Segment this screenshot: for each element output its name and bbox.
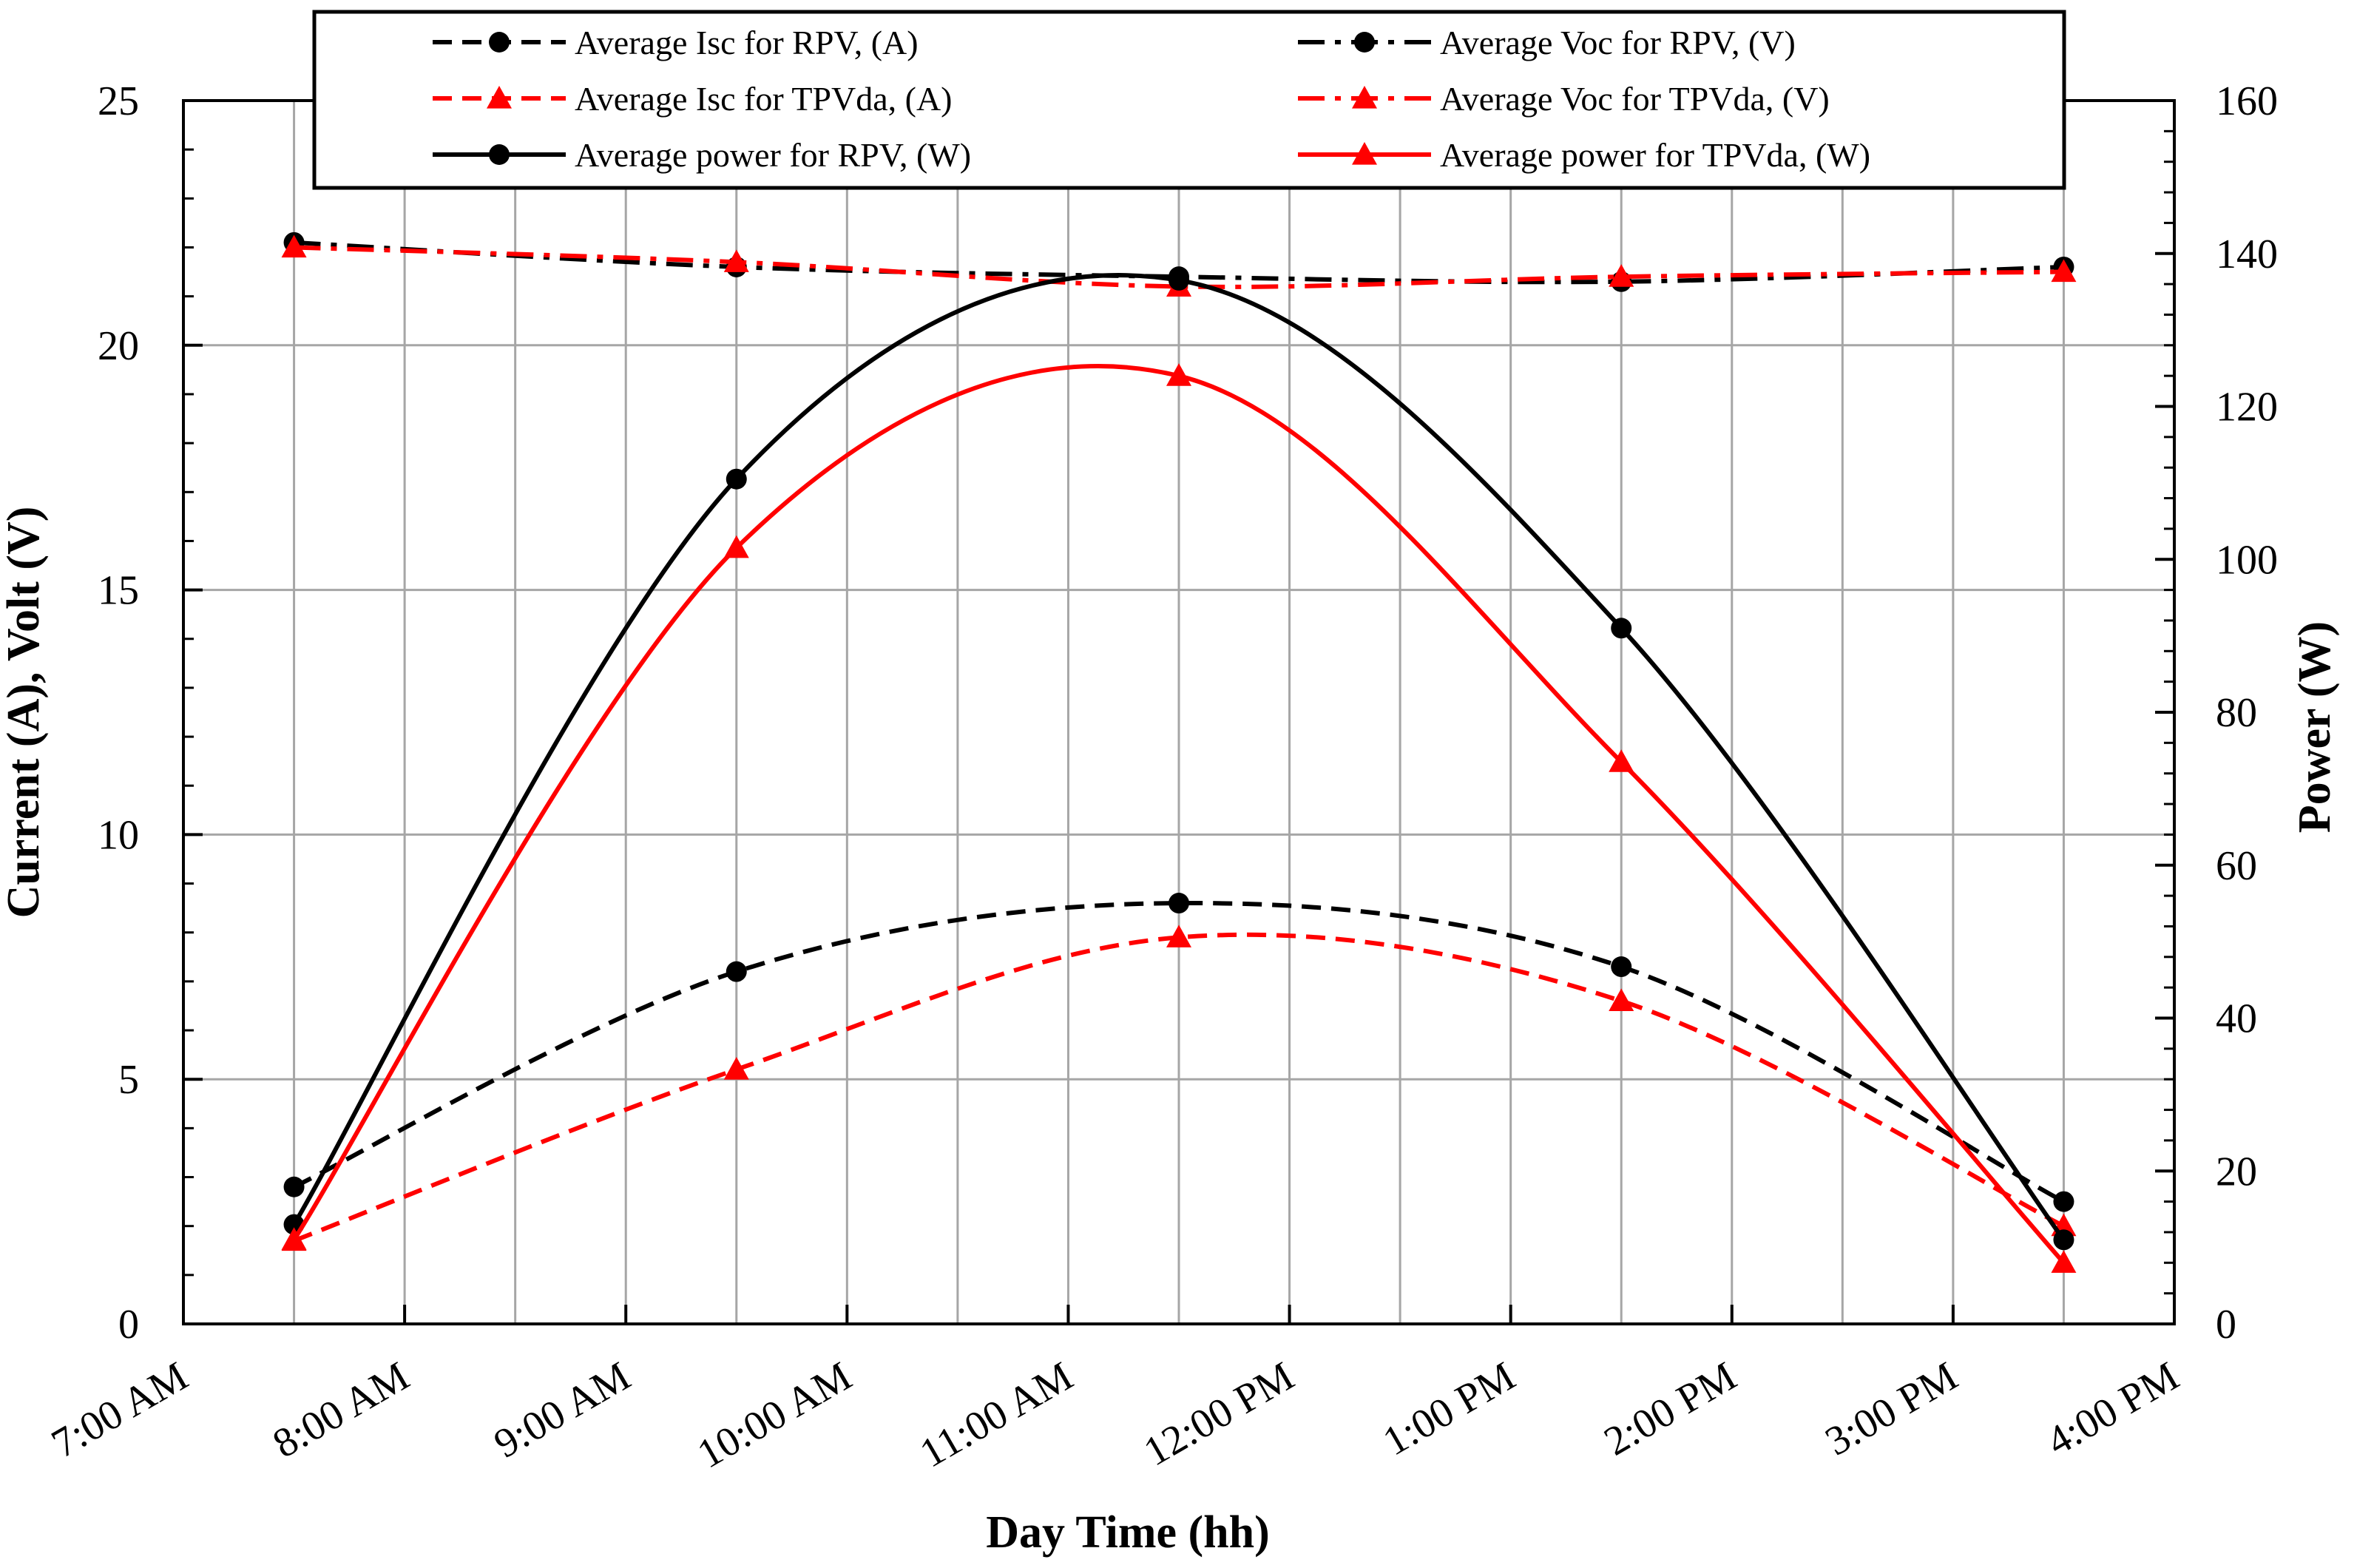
- y-tick-label: 10: [98, 812, 139, 858]
- grid: [183, 101, 2174, 1324]
- y-tick-label: 0: [118, 1302, 139, 1348]
- data-point: [2051, 1250, 2077, 1273]
- x-tick-label: 11:00 AM: [913, 1354, 1081, 1477]
- x-tick-label: 10:00 AM: [690, 1354, 859, 1478]
- legend-swatch-marker: [487, 86, 512, 109]
- y-tick-label: 25: [98, 78, 139, 124]
- y2-tick-label: 0: [2216, 1302, 2236, 1348]
- y-axis-title: Current (A), Volt (V): [0, 507, 49, 919]
- data-point: [1609, 264, 1634, 287]
- x-axis-title: Day Time (hh): [986, 1507, 1270, 1558]
- x-tick-label: 4:00 PM: [2039, 1354, 2186, 1465]
- data-point: [281, 234, 307, 258]
- y2-tick-label: 120: [2216, 385, 2278, 430]
- data-point: [1166, 925, 1191, 947]
- legend-label: Average Isc for TPVda, (A): [575, 80, 953, 118]
- y2-tick-label: 80: [2216, 690, 2257, 736]
- data-point: [723, 249, 749, 272]
- legend: Average Isc for RPV, (A) Average Voc for …: [312, 10, 2066, 190]
- data-point: [726, 468, 747, 490]
- data-point: [283, 1176, 305, 1197]
- data-point: [1609, 749, 1634, 772]
- series-line: [293, 900, 2065, 1204]
- x-tick-label: 12:00 PM: [1136, 1354, 1302, 1476]
- legend-box: [312, 10, 2066, 190]
- x-tick-label: 3:00 PM: [1818, 1354, 1965, 1465]
- series-line: [294, 240, 2064, 285]
- y-tick-label: 20: [98, 323, 139, 369]
- legend-swatch-marker: [1352, 86, 1377, 109]
- data-point: [2051, 259, 2077, 283]
- y2-tick-label: 140: [2216, 232, 2278, 277]
- legend-swatch-marker: [489, 144, 510, 165]
- data-point: [723, 1056, 749, 1080]
- y-tick-label: 5: [118, 1057, 139, 1103]
- y-tick-label: 15: [98, 568, 139, 614]
- legend-label: Average Voc for TPVda, (V): [1440, 80, 1830, 118]
- series-6: [281, 363, 2077, 1273]
- data-point: [1169, 269, 1189, 291]
- series-4: [281, 234, 2077, 297]
- data-point: [1166, 363, 1191, 386]
- legend-label: Average power for TPVda, (W): [1440, 136, 1870, 174]
- legend-label: Average Voc for RPV, (V): [1440, 24, 1796, 61]
- x-tick-label: 1:00 PM: [1376, 1354, 1523, 1465]
- data-point: [1611, 956, 1632, 978]
- x-tick-label: 8:00 AM: [266, 1354, 417, 1467]
- legend-swatch-marker: [1352, 142, 1377, 165]
- y2-tick-label: 40: [2216, 996, 2257, 1042]
- series-1: [283, 893, 2074, 1212]
- y2-axis-title: Power (W): [2290, 621, 2340, 833]
- y2-tick-label: 20: [2216, 1149, 2257, 1194]
- data-point: [2053, 1191, 2074, 1212]
- data-point: [1169, 893, 1189, 914]
- series-5: [283, 269, 2074, 1251]
- data-point: [281, 1227, 307, 1250]
- data-point: [726, 961, 747, 982]
- x-tick-label: 7:00 AM: [44, 1354, 196, 1467]
- y2-tick-label: 100: [2216, 537, 2278, 583]
- legend-swatch-marker: [489, 32, 510, 53]
- legend-label: Average Isc for RPV, (A): [575, 24, 919, 61]
- series-line: [293, 932, 2065, 1243]
- series-line: [294, 245, 2064, 289]
- legend-swatch-marker: [1354, 32, 1375, 53]
- legend-label: Average power for RPV, (W): [575, 136, 971, 174]
- x-tick-label: 9:00 AM: [487, 1354, 638, 1467]
- y2-tick-label: 60: [2216, 843, 2257, 889]
- data-point: [1609, 988, 1634, 1011]
- series-layer: [281, 232, 2077, 1273]
- data-point: [1611, 618, 1632, 639]
- data-point: [2053, 1229, 2074, 1251]
- data-point: [723, 535, 749, 558]
- y2-tick-label: 160: [2216, 78, 2278, 124]
- x-tick-label: 2:00 PM: [1597, 1354, 1744, 1465]
